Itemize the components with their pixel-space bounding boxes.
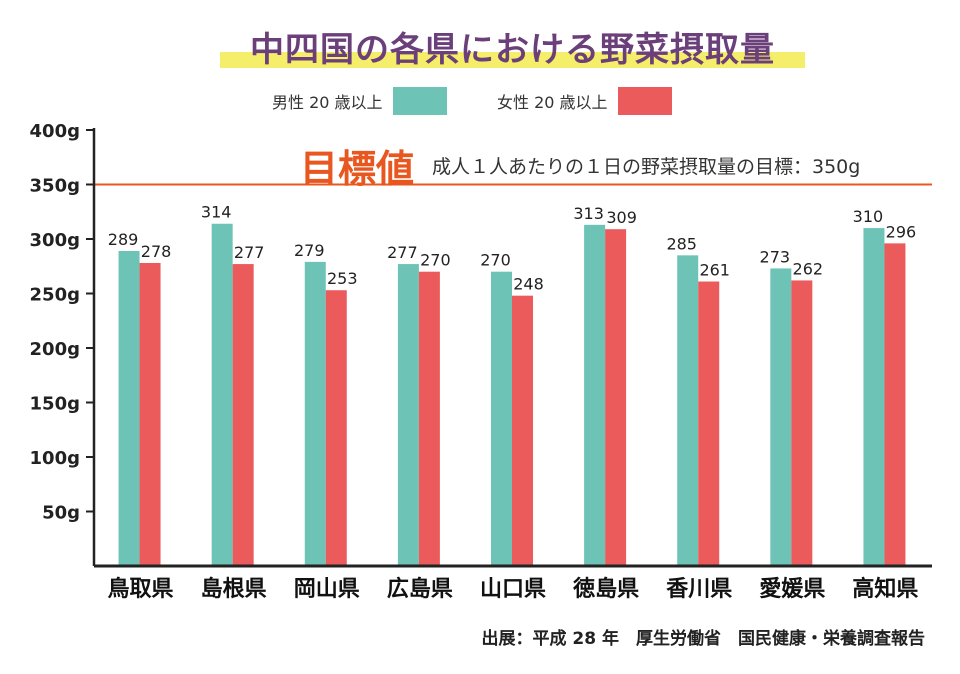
bar-male	[584, 224, 606, 566]
target-label: 目標値	[300, 147, 415, 191]
data-label: 273	[760, 247, 791, 266]
y-tick-label: 50g	[42, 503, 80, 524]
bar-female	[884, 243, 906, 567]
legend-male: 男性 20 歳以上	[272, 86, 447, 116]
bar-male	[397, 264, 419, 566]
title-highlight	[220, 52, 805, 68]
x-tick-label: 高知県	[852, 576, 918, 602]
legend-male-label: 男性 20 歳以上	[272, 93, 383, 112]
x-tick-label: 岡山県	[294, 577, 360, 602]
data-label: 289	[108, 230, 139, 249]
data-label: 309	[606, 208, 637, 227]
bar-male	[211, 223, 233, 567]
bar-female	[418, 271, 440, 566]
bar-female	[139, 262, 161, 566]
x-tick-label: 島根県	[201, 576, 267, 602]
data-label: 248	[513, 275, 544, 294]
legend-female-label: 女性 20 歳以上	[497, 93, 608, 112]
target-description: 成人１人あたりの１日の野菜摂取量の目標：350g	[432, 156, 861, 178]
bar-male	[863, 228, 885, 566]
data-label: 296	[886, 222, 917, 241]
data-label: 310	[853, 207, 884, 226]
y-tick-label: 150g	[30, 394, 80, 415]
y-tick-label: 200g	[30, 339, 80, 360]
x-tick-label: 山口県	[480, 577, 546, 602]
bar-male	[304, 261, 326, 566]
source-note: 出展：平成 28 年 厚生労働省 国民健康・栄養調査報告	[481, 629, 926, 649]
legend-male-swatch	[392, 87, 447, 115]
x-tick-label: 徳島県	[572, 576, 639, 602]
y-tick-label: 100g	[30, 448, 80, 469]
y-tick-label: 350g	[30, 176, 80, 197]
data-label: 279	[294, 241, 325, 260]
data-label: 285	[666, 234, 697, 253]
x-tick-label: 鳥取県	[108, 576, 174, 602]
x-tick-label: 香川県	[666, 577, 732, 602]
y-tick-label: 250g	[30, 285, 80, 306]
data-label: 278	[141, 242, 172, 261]
bar-male	[677, 255, 699, 566]
x-tick-label: 広島県	[387, 576, 453, 602]
data-label: 270	[480, 251, 511, 270]
bar-female	[325, 290, 347, 566]
data-label: 270	[420, 251, 451, 270]
bar-female	[232, 264, 254, 566]
bar-male	[491, 271, 512, 566]
chart-title: 中四国の各県における野菜摂取量	[250, 30, 775, 70]
bar-male	[118, 250, 140, 567]
data-label: 262	[793, 259, 824, 278]
data-label: 277	[234, 243, 265, 262]
bar-female	[605, 229, 627, 566]
bar-female	[698, 281, 720, 566]
y-tick-label: 300g	[30, 230, 80, 251]
bar-male	[770, 268, 792, 566]
data-label: 277	[387, 243, 418, 262]
legend-female: 女性 20 歳以上	[497, 86, 672, 116]
data-label: 314	[201, 203, 232, 222]
y-tick-label: 400g	[30, 121, 80, 142]
data-label: 313	[573, 204, 604, 223]
bar-female	[512, 295, 533, 566]
legend-female-swatch	[617, 87, 672, 115]
x-tick-label: 愛媛県	[759, 576, 825, 602]
data-label: 253	[327, 269, 358, 288]
data-label: 261	[699, 261, 730, 280]
title-area: 中四国の各県における野菜摂取量	[0, 18, 960, 74]
bar-female	[791, 280, 813, 566]
